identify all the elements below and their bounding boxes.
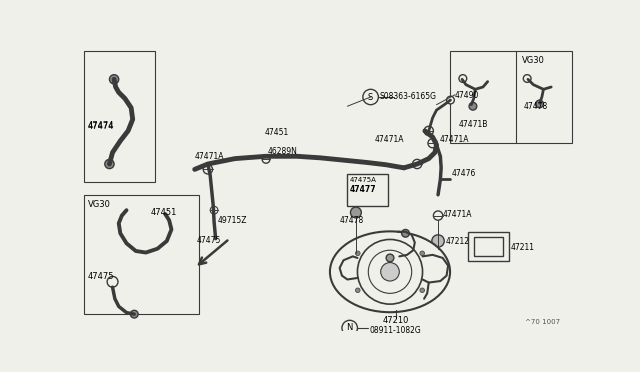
Text: 47471B: 47471B xyxy=(458,120,488,129)
Text: 47478: 47478 xyxy=(340,216,364,225)
Text: 46289N: 46289N xyxy=(268,147,298,156)
Circle shape xyxy=(109,75,119,84)
Bar xyxy=(467,232,509,261)
Text: 47471A: 47471A xyxy=(374,135,404,144)
Text: 47476: 47476 xyxy=(452,169,476,179)
Circle shape xyxy=(131,310,138,318)
Circle shape xyxy=(420,251,424,256)
Text: N: N xyxy=(346,324,353,333)
Text: S08363-6165G: S08363-6165G xyxy=(380,92,437,102)
Text: 47212: 47212 xyxy=(446,237,470,246)
Circle shape xyxy=(351,207,362,218)
Circle shape xyxy=(459,75,467,82)
Circle shape xyxy=(469,102,477,110)
Text: 47211: 47211 xyxy=(511,243,535,252)
Bar xyxy=(84,195,198,314)
Text: VG30: VG30 xyxy=(522,56,545,65)
Text: 47451: 47451 xyxy=(150,208,177,217)
Circle shape xyxy=(536,100,543,108)
Bar xyxy=(474,237,503,256)
Text: 47210: 47210 xyxy=(383,316,410,325)
Circle shape xyxy=(402,230,410,237)
Text: 47475A: 47475A xyxy=(349,177,376,183)
Text: 47474: 47474 xyxy=(88,122,115,131)
Circle shape xyxy=(105,159,114,169)
Circle shape xyxy=(107,276,118,287)
Text: 49715Z: 49715Z xyxy=(218,216,248,225)
Text: 47490: 47490 xyxy=(455,91,479,100)
Circle shape xyxy=(355,288,360,293)
Circle shape xyxy=(358,240,422,304)
Circle shape xyxy=(433,211,443,220)
Circle shape xyxy=(368,250,412,294)
Circle shape xyxy=(355,251,360,256)
Circle shape xyxy=(363,89,378,105)
Bar xyxy=(451,51,572,143)
Bar xyxy=(84,51,155,182)
Text: 47475: 47475 xyxy=(196,235,221,245)
Circle shape xyxy=(381,263,399,281)
Text: 47478: 47478 xyxy=(524,102,548,111)
Circle shape xyxy=(447,96,454,104)
Text: S: S xyxy=(368,93,373,102)
Text: 47477: 47477 xyxy=(349,185,376,194)
Circle shape xyxy=(524,75,531,82)
Text: VG30: VG30 xyxy=(88,200,111,209)
Circle shape xyxy=(342,320,358,336)
Text: 47471A: 47471A xyxy=(440,135,469,144)
Circle shape xyxy=(210,206,218,214)
Text: 47451: 47451 xyxy=(265,128,289,137)
Circle shape xyxy=(432,235,444,247)
Text: 47471A: 47471A xyxy=(443,210,472,219)
Circle shape xyxy=(262,155,270,163)
Circle shape xyxy=(424,126,433,135)
Text: ^70 1007: ^70 1007 xyxy=(525,319,561,325)
Text: 47474: 47474 xyxy=(88,121,115,130)
Circle shape xyxy=(204,165,212,174)
Text: 47471A: 47471A xyxy=(195,153,224,161)
Circle shape xyxy=(420,288,424,293)
Circle shape xyxy=(428,139,437,148)
Circle shape xyxy=(386,254,394,262)
Text: 47475: 47475 xyxy=(88,272,115,281)
Bar xyxy=(348,174,388,206)
Circle shape xyxy=(412,159,422,169)
Ellipse shape xyxy=(330,231,450,312)
Text: 08911-1082G: 08911-1082G xyxy=(370,326,422,335)
